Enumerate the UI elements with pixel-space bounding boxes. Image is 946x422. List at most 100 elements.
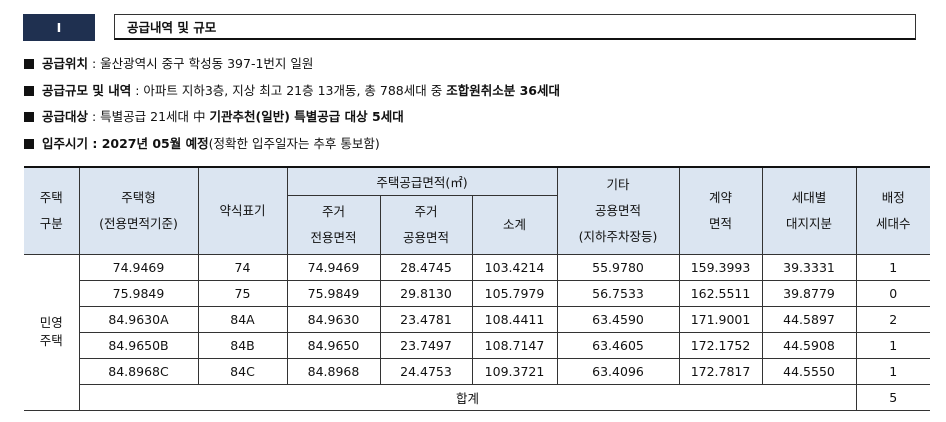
table-row: 84.9650B 84B 84.9650 23.7497 108.7147 63.4605… bbox=[24, 331, 931, 359]
table-cell: 2 bbox=[855, 305, 931, 333]
table-cell: 44.5897 bbox=[761, 305, 857, 333]
table-cell: 74 bbox=[197, 253, 288, 281]
bullet-text: : 울산광역시 중구 학성동 397-1번지 일원 bbox=[88, 56, 314, 71]
bullet: 공급규모 및 내역 : 아파트 지하3층, 지상 최고 21층 13개동, 총 … bbox=[24, 81, 560, 101]
table-cell: 55.9780 bbox=[556, 253, 680, 281]
table-cell: 172.7817 bbox=[678, 357, 763, 385]
table-cell: 84.8968 bbox=[286, 357, 381, 385]
bullet: 입주시기 : 2027년 05월 예정(정확한 입주일자는 추후 통보함) bbox=[24, 134, 380, 154]
header-cell: 주택공급면적(㎡) bbox=[286, 166, 558, 196]
table-row: 84.8968C 84C 84.8968 24.4753 109.3721 63.4096… bbox=[24, 357, 931, 385]
cell-line: 기타 bbox=[606, 176, 630, 192]
cell-line: 면적 bbox=[709, 215, 733, 231]
bullet-text: 입주시기 : 2027년 05월 예정 bbox=[42, 135, 209, 151]
cell-line: 주택 bbox=[39, 189, 63, 205]
bullet: 공급위치 : 울산광역시 중구 학성동 397-1번지 일원 bbox=[24, 54, 313, 74]
bullet-text: (정확한 입주일자는 추후 통보함) bbox=[208, 135, 380, 151]
bullet-marker bbox=[24, 59, 34, 69]
table-cell: 29.8130 bbox=[379, 279, 473, 307]
bullet-marker bbox=[24, 138, 34, 149]
bullet-text: 공급규모 및 내역 bbox=[42, 82, 132, 98]
cell-line: 세대수 bbox=[876, 215, 911, 231]
total-label: 합계 bbox=[79, 383, 857, 411]
header-cell: 주거 전용면적 bbox=[287, 194, 381, 255]
table-body: 민영 주택 74.9469 74 74.9469 28.4745 103.4214 55.97… bbox=[24, 253, 931, 411]
table-cell: 63.4096 bbox=[556, 357, 680, 385]
supply-table: 주택 구분 주택형 (전용면적기준) 약식표기 주택공급면적(㎡) 기타 공용면적 (지… bbox=[24, 166, 931, 411]
bullet-marker bbox=[24, 112, 34, 122]
table-cell: 84.9630A bbox=[79, 305, 199, 333]
table-cell: 39.8779 bbox=[761, 279, 857, 307]
table-cell: 44.5550 bbox=[761, 357, 857, 385]
table-row: 75.9849 75 75.9849 29.8130 105.7979 56.7533 16… bbox=[24, 279, 931, 307]
cell-line: 주택형 bbox=[121, 189, 156, 205]
table-cell: 108.7147 bbox=[471, 331, 558, 359]
bullet-text: : 특별공급 21세대 中 bbox=[88, 109, 210, 124]
table-cell: 1 bbox=[855, 253, 931, 281]
cell-line: (전용면적기준) bbox=[99, 215, 178, 231]
cell-line: 전용면적 bbox=[310, 229, 357, 245]
cell-line: 소계 bbox=[503, 216, 527, 232]
table-cell: 1 bbox=[855, 357, 931, 385]
table-cell: 75.9849 bbox=[79, 279, 199, 307]
table-cell: 171.9001 bbox=[678, 305, 763, 333]
total-row: 합계 5 bbox=[24, 383, 931, 411]
cell-line: 공용면적 bbox=[402, 229, 449, 245]
section-number: Ⅰ bbox=[23, 14, 95, 41]
table-cell: 74.9469 bbox=[78, 253, 199, 281]
cell-line: 주거 bbox=[414, 203, 438, 219]
bullet-text: : 아파트 지하3층, 지상 최고 21층 13개동, 총 788세대 중 bbox=[131, 82, 447, 98]
bullet-text: 공급위치 bbox=[42, 56, 89, 71]
table-cell: 75.9849 bbox=[286, 279, 381, 307]
cell-line: 계약 bbox=[709, 189, 733, 205]
table-cell: 172.1752 bbox=[678, 331, 763, 359]
table-cell: 23.7497 bbox=[379, 331, 473, 359]
bullet-text: 기관추천(일반) 특별공급 대상 5세대 bbox=[209, 109, 404, 124]
cell-line: 대지지분 bbox=[786, 215, 833, 231]
table-cell: 0 bbox=[855, 279, 931, 307]
table-cell: 1 bbox=[855, 331, 931, 359]
cell-line: (지하주차장등) bbox=[578, 228, 658, 244]
cell-line: 세대별 bbox=[791, 189, 827, 205]
table-cell: 109.3721 bbox=[471, 357, 558, 385]
section-title: 공급내역 및 규모 bbox=[114, 14, 916, 40]
table-cell: 74.9469 bbox=[286, 253, 381, 281]
total-value: 5 bbox=[855, 383, 931, 411]
bullet-text: 조합원취소분 36세대 bbox=[446, 82, 560, 98]
header-cell: 주택형 (전용면적기준) bbox=[78, 166, 199, 255]
cell-line: 배정 bbox=[881, 189, 905, 205]
table-cell: 103.4214 bbox=[471, 253, 558, 281]
bullet: 공급대상 : 특별공급 21세대 中 기관추천(일반) 특별공급 대상 5세대 bbox=[24, 107, 404, 127]
table-cell: 159.3993 bbox=[678, 253, 763, 281]
table-cell: 162.5511 bbox=[678, 279, 763, 307]
table-cell: 24.4753 bbox=[379, 357, 473, 385]
table-cell: 108.4411 bbox=[471, 305, 558, 333]
table-cell: 28.4745 bbox=[379, 253, 473, 281]
cell-line: 민영 bbox=[39, 315, 63, 330]
table-cell: 56.7533 bbox=[556, 279, 680, 307]
cell-line: 구분 bbox=[39, 215, 63, 231]
bullet-marker bbox=[24, 85, 34, 96]
header-cell: 약식표기 bbox=[197, 166, 288, 255]
table-cell: 63.4590 bbox=[556, 305, 680, 333]
cell-line: 주택 bbox=[39, 333, 63, 348]
table-cell: 84.9630 bbox=[286, 305, 381, 333]
table-cell: 63.4605 bbox=[556, 331, 680, 359]
cell-line: 약식표기 bbox=[219, 202, 266, 218]
table-cell: 39.3331 bbox=[761, 253, 857, 281]
table-row: 84.9630A 84A 84.9630 23.4781 108.4411 63.4590… bbox=[24, 305, 931, 333]
table-cell: 44.5908 bbox=[761, 331, 857, 359]
header-cell: 소계 bbox=[471, 194, 558, 255]
table-cell: 84A bbox=[197, 305, 288, 333]
cell-line: 공용면적 bbox=[595, 202, 642, 218]
table-row: 민영 주택 74.9469 74 74.9469 28.4745 103.4214 55.97… bbox=[24, 253, 931, 411]
bullet-text: 공급대상 bbox=[42, 109, 89, 124]
